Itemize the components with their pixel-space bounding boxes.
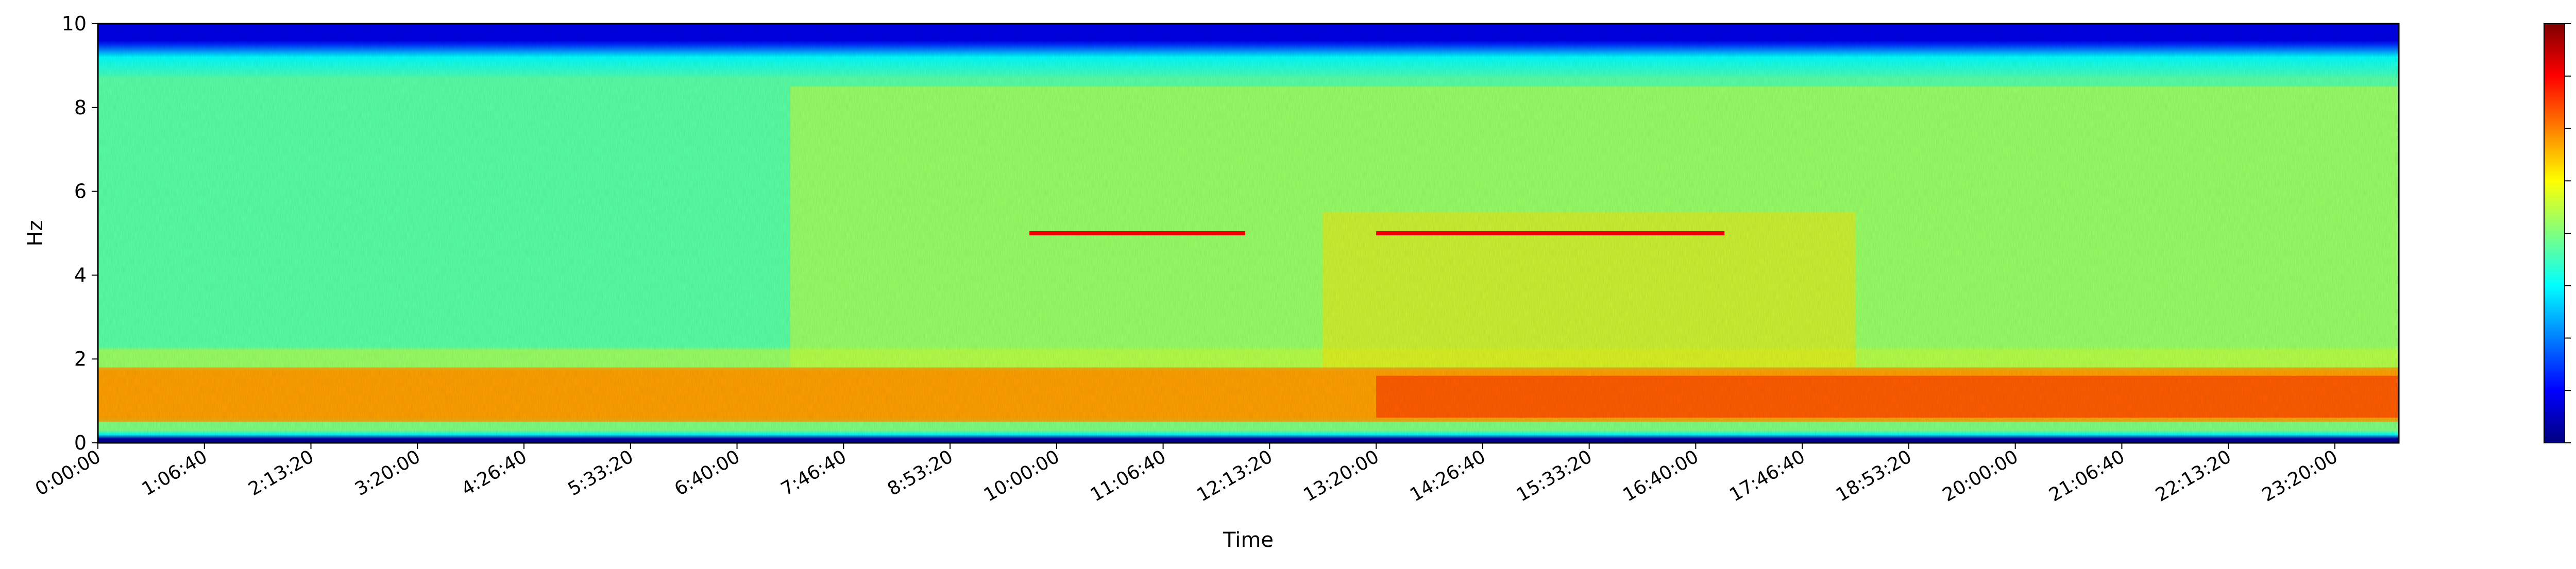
x-tick-label: 13:20:00 [1300,446,1383,506]
noise-texture [98,24,2399,443]
x-tick-label: 3:20:00 [351,446,424,500]
plot-frame [97,23,2400,444]
y-tick-label: 6 [74,180,87,203]
colorbar [2544,23,2565,443]
y-tick-label: 2 [74,348,87,370]
y-tick-label: 4 [74,264,87,286]
spectrogram-plot-area [98,24,2399,443]
y-tick-label: 8 [74,96,87,119]
x-tick-label: 17:46:40 [1726,446,1809,506]
x-tick-label: 22:13:20 [2152,446,2235,506]
y-axis: 0 2 4 6 8 10 [62,12,98,454]
x-axis-label: Time [1223,528,1274,552]
x-tick-label: 2:13:20 [245,446,317,500]
y-axis-label: Hz [24,220,47,246]
x-tick-label: 11:06:40 [1087,446,1170,506]
y-tick-label: 0 [74,432,87,454]
x-axis: 0:00:00 1:06:40 2:13:20 3:20:00 4:26:40 5:33:… [32,443,2342,506]
x-tick-label: 16:40:00 [1619,446,1702,506]
x-tick-label: 0:00:00 [32,446,105,500]
x-tick-label: 18:53:20 [1833,446,1916,506]
x-tick-label: 1:06:40 [139,446,211,500]
x-tick-label: 4:26:40 [458,446,531,500]
x-tick-label: 14:26:40 [1406,446,1489,506]
x-tick-label: 7:46:40 [777,446,850,500]
x-tick-label: 21:06:40 [2045,446,2128,506]
x-tick-label: 8:53:20 [884,446,957,500]
y-tick-label: 10 [62,12,87,35]
x-tick-label: 10:00:00 [980,446,1063,506]
x-tick-label: 15:33:20 [1513,446,1596,506]
x-tick-label: 20:00:00 [1939,446,2022,506]
x-tick-label: 23:20:00 [2259,446,2342,506]
x-tick-label: 12:13:20 [1193,446,1276,506]
colorbar-axis: +0 dB-10 dB-20 dB-30 dB-40 dB-50 dB-60 d… [2565,23,2571,443]
x-tick-label: 5:33:20 [565,446,637,500]
x-tick-label: 6:40:00 [671,446,743,500]
